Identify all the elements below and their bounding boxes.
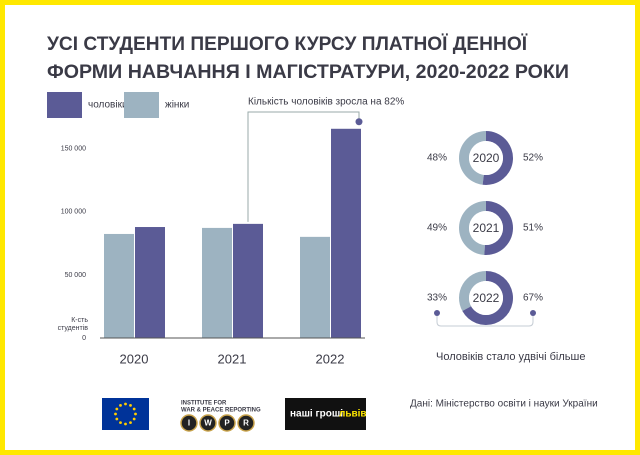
iwpr-letter: R <box>243 419 249 428</box>
donut-segment <box>484 201 513 255</box>
iwpr-letter: W <box>204 419 212 428</box>
bar <box>135 227 165 338</box>
ng-main: наші гроші <box>290 409 343 420</box>
iwpr-letter: I <box>188 419 190 428</box>
value-label: 33% <box>427 293 447 304</box>
iwpr-badge <box>218 414 236 432</box>
iwpr-badge <box>199 414 217 432</box>
title-line: УСІ СТУДЕНТИ ПЕРШОГО КУРСУ ПЛАТНОЇ ДЕННО… <box>47 34 528 55</box>
eu-star <box>124 422 127 426</box>
donut-segment <box>482 131 513 186</box>
x-tick-label: 2020 <box>120 351 149 366</box>
eu-star <box>132 417 136 421</box>
ng-box <box>285 398 366 430</box>
nashi-groshi-logo: наші гроші львів <box>285 398 367 430</box>
y-tick-label: 150 000 <box>61 146 86 153</box>
iwpr-logo: INSTITUTE FOR WAR & PEACE REPORTING I W P R <box>180 401 261 432</box>
iwpr-letter: P <box>224 419 230 428</box>
bracket-dot <box>530 310 536 316</box>
donut-segment <box>458 271 486 312</box>
x-tick-label: 2021 <box>218 351 247 366</box>
donut-label: 2021 <box>473 221 500 235</box>
legend-swatch <box>124 92 159 118</box>
value-label: 48% <box>427 153 447 164</box>
bracket <box>436 313 534 327</box>
y-tick-label: 100 000 <box>61 209 86 216</box>
eu-star <box>124 402 127 406</box>
bar <box>233 223 263 338</box>
eu-star <box>129 403 132 407</box>
eu-star <box>134 412 137 416</box>
bar <box>202 227 232 338</box>
legend-label: жінки <box>165 100 189 111</box>
donut-label: 2022 <box>473 291 500 305</box>
eu-star <box>119 403 122 407</box>
annotation-dot <box>355 118 363 126</box>
y-tick-label: 50 000 <box>65 272 87 279</box>
legend-swatch <box>47 92 82 118</box>
iwpr-badge <box>237 414 255 432</box>
value-label: 51% <box>523 223 543 234</box>
bar <box>331 128 361 338</box>
eu-star <box>115 407 119 411</box>
iwpr-name: INSTITUTE FOR <box>181 401 227 407</box>
donut-hole <box>469 211 503 245</box>
donut-segment <box>459 131 486 185</box>
bar <box>104 233 134 338</box>
eu-star <box>114 412 117 416</box>
donut-segment <box>458 201 486 255</box>
value-label: 52% <box>523 153 543 164</box>
caption: Чоловіків стало удвічі більше <box>436 351 585 363</box>
eu-star <box>129 421 132 425</box>
eu-star <box>119 421 122 425</box>
value-label: 49% <box>427 223 447 234</box>
donut-label: 2020 <box>473 151 500 165</box>
ng-city: львів <box>339 409 367 420</box>
annotation-connector <box>247 111 360 222</box>
source: Дані: Міністерство освіти і науки Україн… <box>410 399 598 410</box>
iwpr-badge <box>180 414 198 432</box>
eu-star <box>132 407 136 411</box>
y-axis-label: К-сть <box>71 317 88 324</box>
eu-star <box>115 417 119 421</box>
eu-logo <box>102 398 149 430</box>
x-tick-label: 2022 <box>316 351 345 366</box>
value-label: 67% <box>523 293 543 304</box>
donut-hole <box>469 141 503 175</box>
donut-hole <box>469 281 503 315</box>
legend-label: чоловіки <box>88 100 128 111</box>
annotation: Кількість чоловіків зросла на 82% <box>248 97 404 108</box>
y-axis-label: студентів <box>58 324 89 332</box>
donut-segment <box>462 271 513 325</box>
y-tick-label: 0 <box>82 335 86 342</box>
iwpr-name: WAR & PEACE REPORTING <box>181 408 261 414</box>
bracket-dot <box>434 310 440 316</box>
bar <box>300 236 330 338</box>
title-line: ФОРМИ НАВЧАННЯ І МАГІСТРАТУРИ, 2020-2022… <box>47 62 569 83</box>
